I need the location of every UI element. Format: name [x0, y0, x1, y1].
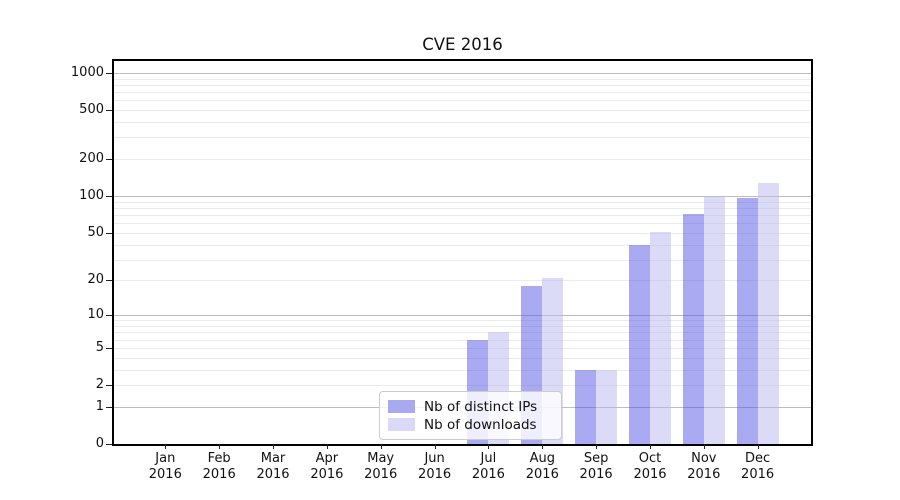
y-tick-mark — [106, 159, 112, 161]
x-tick-mark — [488, 444, 490, 449]
minor-gridline — [114, 207, 811, 209]
y-tick-label: 2 — [95, 377, 104, 392]
minor-gridline — [114, 159, 811, 161]
y-tick-label: 10 — [87, 307, 104, 323]
y-tick-mark — [106, 110, 112, 111]
minor-gridline — [114, 332, 811, 334]
y-tick-label: 500 — [79, 102, 104, 117]
bar-downloads — [757, 182, 779, 444]
x-tick-mark — [757, 444, 759, 449]
minor-gridline — [114, 385, 811, 386]
x-tick-label: Jun 2016 — [418, 451, 452, 482]
x-tick-mark — [326, 444, 328, 449]
y-tick-mark — [106, 280, 112, 282]
plot-area — [112, 59, 813, 446]
minor-gridline — [114, 357, 811, 359]
x-tick-mark — [273, 444, 274, 449]
minor-gridline — [114, 232, 811, 234]
x-tick-label: May 2016 — [364, 451, 398, 482]
minor-gridline — [114, 369, 811, 371]
x-tick-label: Jan 2016 — [148, 451, 182, 482]
x-tick-label: Mar 2016 — [256, 451, 290, 482]
bar-distinct-ips — [629, 244, 650, 444]
y-tick-mark — [106, 444, 112, 445]
bar-downloads — [596, 369, 618, 444]
x-tick-mark — [219, 444, 221, 449]
y-tick-mark — [106, 406, 112, 408]
minor-gridline — [114, 259, 811, 261]
y-tick-label: 5 — [95, 339, 104, 355]
y-tick-label: 1000 — [70, 64, 104, 80]
legend-label: Nb of downloads — [424, 416, 537, 433]
x-tick-label: Sep 2016 — [579, 451, 613, 482]
y-tick-mark — [106, 385, 112, 386]
legend-row: Nb of distinct IPs — [388, 398, 553, 415]
x-tick-label: Nov 2016 — [687, 451, 721, 482]
y-tick-mark — [106, 347, 112, 349]
minor-gridline — [114, 137, 811, 139]
minor-gridline — [114, 223, 811, 225]
bar-downloads — [703, 196, 725, 444]
x-tick-label: Apr 2016 — [310, 451, 344, 482]
x-tick-label: Dec 2016 — [741, 451, 775, 482]
x-tick-mark — [703, 444, 705, 449]
x-tick-mark — [380, 444, 382, 449]
major-gridline — [114, 196, 811, 198]
minor-gridline — [114, 84, 811, 86]
y-tick-mark — [106, 196, 112, 198]
minor-gridline — [114, 100, 811, 102]
y-tick-label: 200 — [79, 151, 104, 167]
bar-downloads — [650, 231, 671, 444]
minor-gridline — [114, 280, 811, 282]
chart-title: CVE 2016 — [422, 35, 503, 54]
major-gridline — [114, 315, 811, 317]
minor-gridline — [114, 201, 811, 203]
y-tick-mark — [106, 315, 112, 317]
minor-gridline — [114, 122, 811, 123]
y-tick-mark — [106, 72, 112, 74]
x-tick-label: Jul 2016 — [471, 451, 505, 482]
x-tick-mark — [596, 444, 598, 449]
minor-gridline — [114, 215, 811, 216]
minor-gridline — [114, 110, 811, 111]
legend-row: Nb of downloads — [388, 416, 553, 433]
minor-gridline — [114, 339, 811, 341]
x-tick-mark — [434, 444, 436, 449]
legend-label: Nb of distinct IPs — [424, 398, 538, 415]
bar-distinct-ips — [682, 213, 704, 444]
y-tick-label: 0 — [95, 436, 104, 451]
minor-gridline — [114, 326, 811, 327]
minor-gridline — [114, 78, 811, 80]
x-tick-mark — [650, 444, 651, 449]
x-tick-mark — [165, 444, 167, 449]
x-tick-label: Aug 2016 — [525, 451, 559, 482]
legend-swatch — [388, 418, 415, 431]
x-tick-mark — [542, 444, 544, 449]
minor-gridline — [114, 347, 811, 349]
y-tick-label: 20 — [87, 272, 104, 288]
minor-gridline — [114, 244, 811, 246]
minor-gridline — [114, 320, 811, 322]
major-gridline — [114, 72, 811, 74]
x-tick-label: Oct 2016 — [633, 451, 667, 482]
legend: Nb of distinct IPs Nb of downloads — [379, 391, 562, 440]
y-tick-label: 100 — [79, 188, 104, 204]
bar-distinct-ips — [736, 198, 758, 444]
y-tick-label: 50 — [87, 224, 104, 240]
y-tick-mark — [106, 232, 112, 234]
bar-distinct-ips — [575, 369, 597, 444]
legend-swatch — [388, 400, 415, 413]
x-tick-label: Feb 2016 — [202, 451, 236, 482]
minor-gridline — [114, 92, 811, 93]
y-tick-label: 1 — [95, 398, 104, 414]
